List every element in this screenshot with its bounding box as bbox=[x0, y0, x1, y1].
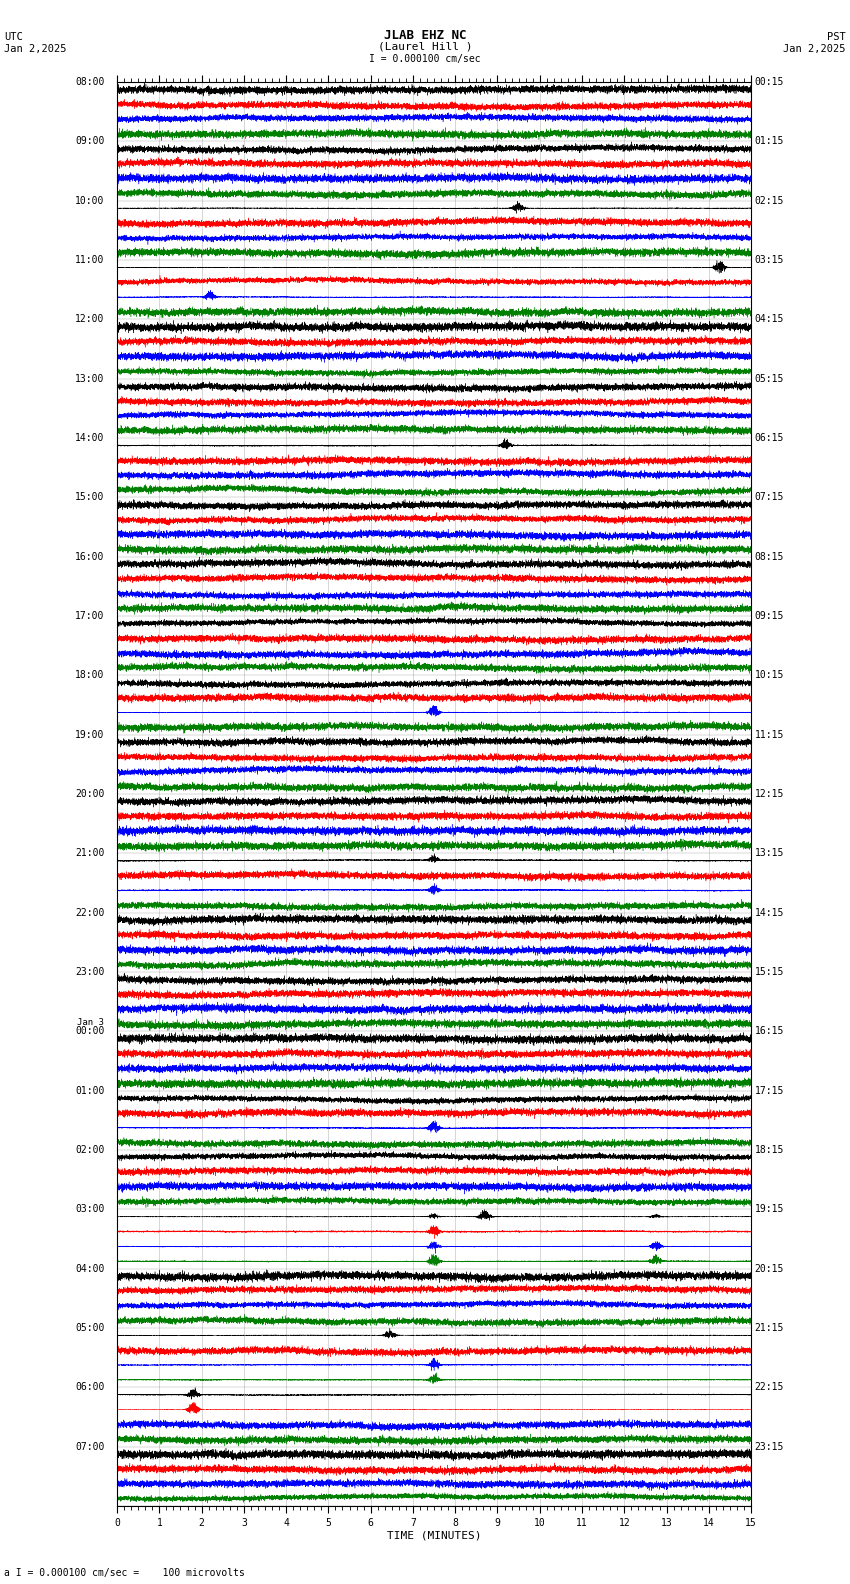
Text: 17:15: 17:15 bbox=[755, 1085, 784, 1096]
Text: Jan 3: Jan 3 bbox=[77, 1019, 105, 1026]
Text: 22:15: 22:15 bbox=[755, 1383, 784, 1392]
Text: Jan 2,2025: Jan 2,2025 bbox=[4, 44, 67, 54]
Text: 02:15: 02:15 bbox=[755, 196, 784, 206]
Text: 12:00: 12:00 bbox=[75, 315, 105, 325]
Text: 02:00: 02:00 bbox=[75, 1145, 105, 1155]
Text: UTC: UTC bbox=[4, 32, 23, 41]
Text: 04:15: 04:15 bbox=[755, 315, 784, 325]
Text: 23:15: 23:15 bbox=[755, 1441, 784, 1451]
X-axis label: TIME (MINUTES): TIME (MINUTES) bbox=[387, 1530, 481, 1541]
Text: 12:15: 12:15 bbox=[755, 789, 784, 798]
Text: 17:00: 17:00 bbox=[75, 611, 105, 621]
Text: 01:15: 01:15 bbox=[755, 136, 784, 146]
Text: 19:00: 19:00 bbox=[75, 730, 105, 740]
Text: 07:15: 07:15 bbox=[755, 493, 784, 502]
Text: 22:00: 22:00 bbox=[75, 908, 105, 917]
Text: 14:15: 14:15 bbox=[755, 908, 784, 917]
Text: 11:00: 11:00 bbox=[75, 255, 105, 265]
Text: (Laurel Hill ): (Laurel Hill ) bbox=[377, 41, 473, 51]
Text: 20:00: 20:00 bbox=[75, 789, 105, 798]
Text: JLAB EHZ NC: JLAB EHZ NC bbox=[383, 29, 467, 41]
Text: PST: PST bbox=[827, 32, 846, 41]
Text: 16:00: 16:00 bbox=[75, 551, 105, 562]
Text: 13:00: 13:00 bbox=[75, 374, 105, 383]
Text: 13:15: 13:15 bbox=[755, 849, 784, 859]
Text: 18:15: 18:15 bbox=[755, 1145, 784, 1155]
Text: 10:15: 10:15 bbox=[755, 670, 784, 681]
Text: 04:00: 04:00 bbox=[75, 1264, 105, 1274]
Text: I = 0.000100 cm/sec: I = 0.000100 cm/sec bbox=[369, 54, 481, 63]
Text: 06:00: 06:00 bbox=[75, 1383, 105, 1392]
Text: 08:15: 08:15 bbox=[755, 551, 784, 562]
Text: 20:15: 20:15 bbox=[755, 1264, 784, 1274]
Text: 23:00: 23:00 bbox=[75, 966, 105, 977]
Text: 05:15: 05:15 bbox=[755, 374, 784, 383]
Text: 08:00: 08:00 bbox=[75, 78, 105, 87]
Text: 11:15: 11:15 bbox=[755, 730, 784, 740]
Text: 06:15: 06:15 bbox=[755, 432, 784, 444]
Text: 01:00: 01:00 bbox=[75, 1085, 105, 1096]
Text: 09:00: 09:00 bbox=[75, 136, 105, 146]
Text: 03:00: 03:00 bbox=[75, 1204, 105, 1215]
Text: 15:00: 15:00 bbox=[75, 493, 105, 502]
Text: Jan 2,2025: Jan 2,2025 bbox=[783, 44, 846, 54]
Text: 21:15: 21:15 bbox=[755, 1323, 784, 1332]
Text: 21:00: 21:00 bbox=[75, 849, 105, 859]
Text: 18:00: 18:00 bbox=[75, 670, 105, 681]
Text: 10:00: 10:00 bbox=[75, 196, 105, 206]
Text: 03:15: 03:15 bbox=[755, 255, 784, 265]
Text: 14:00: 14:00 bbox=[75, 432, 105, 444]
Text: 00:00: 00:00 bbox=[75, 1026, 105, 1036]
Text: 19:15: 19:15 bbox=[755, 1204, 784, 1215]
Text: 09:15: 09:15 bbox=[755, 611, 784, 621]
Text: 15:15: 15:15 bbox=[755, 966, 784, 977]
Text: 16:15: 16:15 bbox=[755, 1026, 784, 1036]
Text: a I = 0.000100 cm/sec =    100 microvolts: a I = 0.000100 cm/sec = 100 microvolts bbox=[4, 1568, 245, 1578]
Text: 00:15: 00:15 bbox=[755, 78, 784, 87]
Text: 07:00: 07:00 bbox=[75, 1441, 105, 1451]
Text: 05:00: 05:00 bbox=[75, 1323, 105, 1332]
